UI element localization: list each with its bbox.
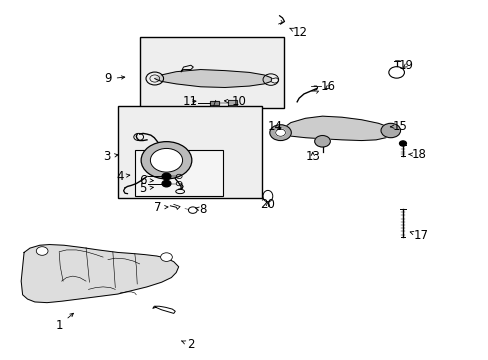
Polygon shape: [21, 244, 178, 303]
Text: 15: 15: [389, 120, 407, 133]
Polygon shape: [277, 116, 390, 140]
Circle shape: [162, 173, 170, 180]
Text: 18: 18: [408, 148, 426, 161]
FancyBboxPatch shape: [140, 37, 283, 108]
Circle shape: [275, 129, 285, 136]
Circle shape: [314, 135, 330, 147]
FancyBboxPatch shape: [118, 107, 261, 198]
Text: 3: 3: [103, 150, 118, 163]
Text: 1: 1: [55, 313, 73, 332]
Circle shape: [162, 180, 170, 187]
Text: 20: 20: [260, 198, 275, 211]
Circle shape: [380, 123, 400, 138]
Text: 8: 8: [195, 203, 206, 216]
Bar: [227, 100, 236, 105]
Circle shape: [399, 141, 406, 146]
Text: 5: 5: [139, 182, 153, 195]
Circle shape: [36, 247, 48, 255]
Text: 12: 12: [289, 27, 307, 40]
Circle shape: [150, 148, 182, 172]
Text: 4: 4: [116, 170, 129, 183]
Bar: [210, 101, 219, 105]
Text: 19: 19: [398, 59, 413, 72]
Text: 17: 17: [409, 229, 427, 242]
Circle shape: [269, 125, 291, 140]
Text: 6: 6: [139, 174, 153, 186]
Text: 16: 16: [320, 80, 335, 93]
Text: 7: 7: [154, 201, 168, 214]
Text: 9: 9: [104, 72, 124, 85]
Text: 13: 13: [305, 150, 320, 163]
Text: 11: 11: [182, 95, 197, 108]
Circle shape: [160, 253, 172, 261]
Polygon shape: [155, 69, 271, 87]
Text: 2: 2: [182, 338, 194, 351]
Circle shape: [141, 141, 191, 179]
FancyBboxPatch shape: [135, 149, 222, 196]
Text: 10: 10: [224, 95, 245, 108]
Text: 14: 14: [266, 121, 282, 134]
